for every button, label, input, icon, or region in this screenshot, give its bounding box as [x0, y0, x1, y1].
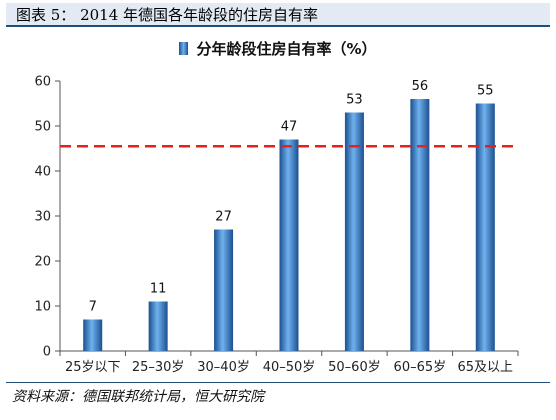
y-tick-label: 30: [34, 210, 51, 225]
bar: [344, 112, 364, 351]
y-tick-label: 0: [43, 345, 51, 360]
x-tick-label: 50–60岁: [328, 360, 381, 375]
bar: [475, 103, 495, 351]
data-label: 56: [412, 79, 429, 94]
legend: 分年龄段住房自有率（%）: [0, 38, 556, 59]
y-tick-label: 10: [34, 300, 51, 315]
data-label: 47: [281, 120, 298, 135]
bar: [148, 301, 168, 351]
source-note: 资料来源：德国联邦统计局，恒大研究院: [12, 389, 264, 405]
y-tick-label: 40: [34, 165, 51, 180]
data-label: 27: [215, 210, 232, 225]
legend-label: 分年龄段住房自有率（%）: [196, 40, 377, 58]
figure-title: 图表 5： 2014 年德国各年龄段的住房自有率: [6, 3, 550, 27]
data-label: 53: [346, 93, 363, 108]
x-tick-label: 40–50岁: [263, 360, 316, 375]
y-tick-label: 60: [34, 75, 51, 90]
bar: [279, 139, 299, 351]
y-tick-label: 20: [34, 255, 51, 270]
x-tick-label: 60–65岁: [394, 360, 447, 375]
legend-swatch: [179, 42, 189, 55]
bar: [214, 229, 234, 351]
bar: [83, 319, 103, 351]
y-tick-label: 50: [34, 120, 51, 135]
x-tick-label: 25岁以下: [65, 360, 121, 375]
x-tick-label: 25–30岁: [132, 360, 185, 375]
data-label: 11: [150, 282, 167, 297]
x-tick-label: 30–40岁: [197, 360, 250, 375]
x-tick-label: 65及以上: [458, 360, 514, 375]
data-label: 55: [477, 84, 494, 99]
bottom-rule: [6, 382, 550, 383]
bar: [410, 99, 430, 351]
data-label: 7: [89, 300, 97, 315]
